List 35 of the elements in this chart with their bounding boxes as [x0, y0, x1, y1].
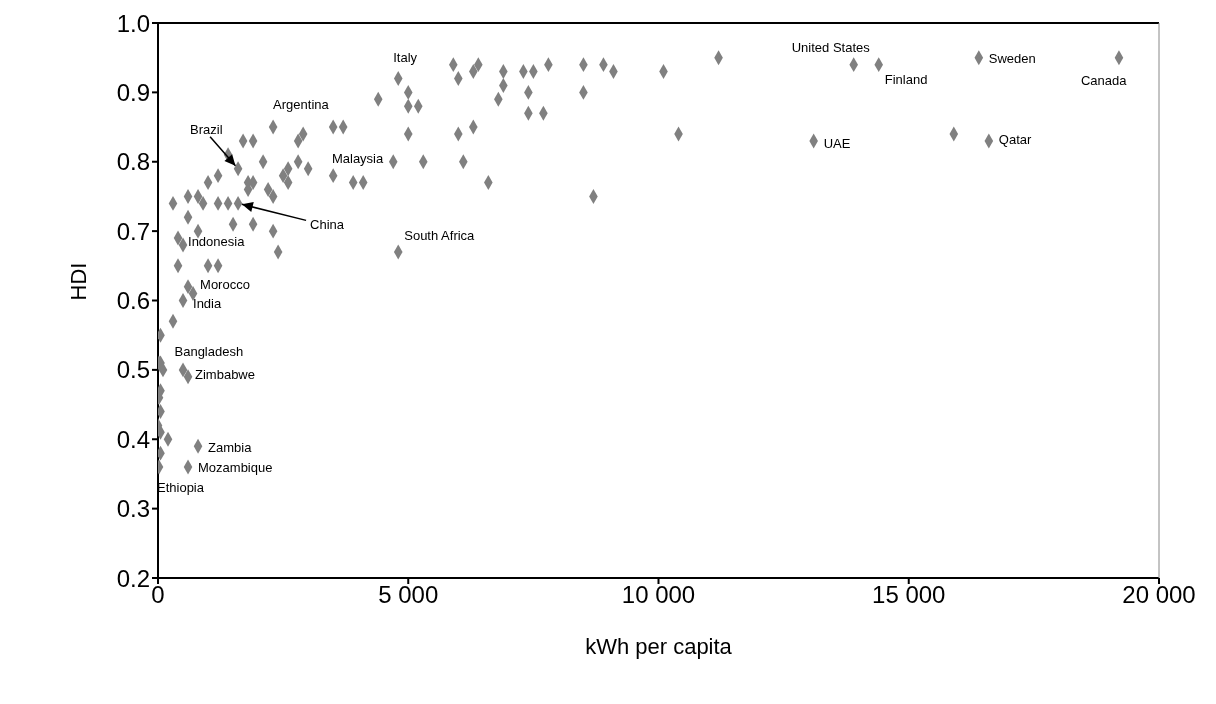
annotation: Bangladesh	[174, 344, 244, 360]
annotation: Zambia	[208, 439, 253, 455]
annotation: Brazil	[190, 122, 223, 138]
y-tick-label: 0.2	[116, 564, 150, 592]
annotation: Qatar	[998, 132, 1033, 148]
annotation: Canada	[1080, 73, 1128, 89]
x-tick-label: 10 000	[621, 581, 696, 609]
y-tick-label: 1.0	[116, 9, 150, 37]
y-tick-label: 0.8	[116, 148, 150, 176]
x-tick-label: 0	[151, 581, 165, 609]
annotation: Mozambique	[198, 460, 273, 476]
annotation: China	[310, 216, 345, 232]
annotation: Finland	[884, 72, 928, 88]
annotation: Indonesia	[188, 233, 246, 249]
annotation: United States	[791, 40, 871, 56]
y-tick-label: 0.4	[116, 425, 150, 453]
y-tick-label: 0.6	[116, 287, 150, 315]
annotation: UAE	[823, 136, 851, 152]
annotation: Italy	[393, 49, 418, 65]
x-tick-label: 20 000	[1122, 581, 1196, 609]
annotation: Zimbabwe	[195, 367, 255, 383]
x-tick-label: 5 000	[378, 581, 439, 609]
annotation: Malaysia	[331, 151, 384, 167]
annotation: India	[193, 295, 222, 311]
annotation: South Africa	[404, 228, 476, 244]
y-axis-title: HDI	[65, 262, 91, 301]
y-tick-label: 0.5	[116, 356, 150, 384]
annotation: Morocco	[200, 277, 250, 293]
x-axis-title: kWh per capita	[585, 634, 733, 659]
x-tick-label: 15 000	[872, 581, 946, 609]
y-tick-label: 0.3	[116, 495, 150, 523]
y-tick-label: 0.9	[116, 78, 150, 106]
y-tick-label: 0.7	[116, 217, 150, 245]
annotation: Sweden	[988, 51, 1036, 67]
annotation: Argentina	[273, 96, 330, 112]
